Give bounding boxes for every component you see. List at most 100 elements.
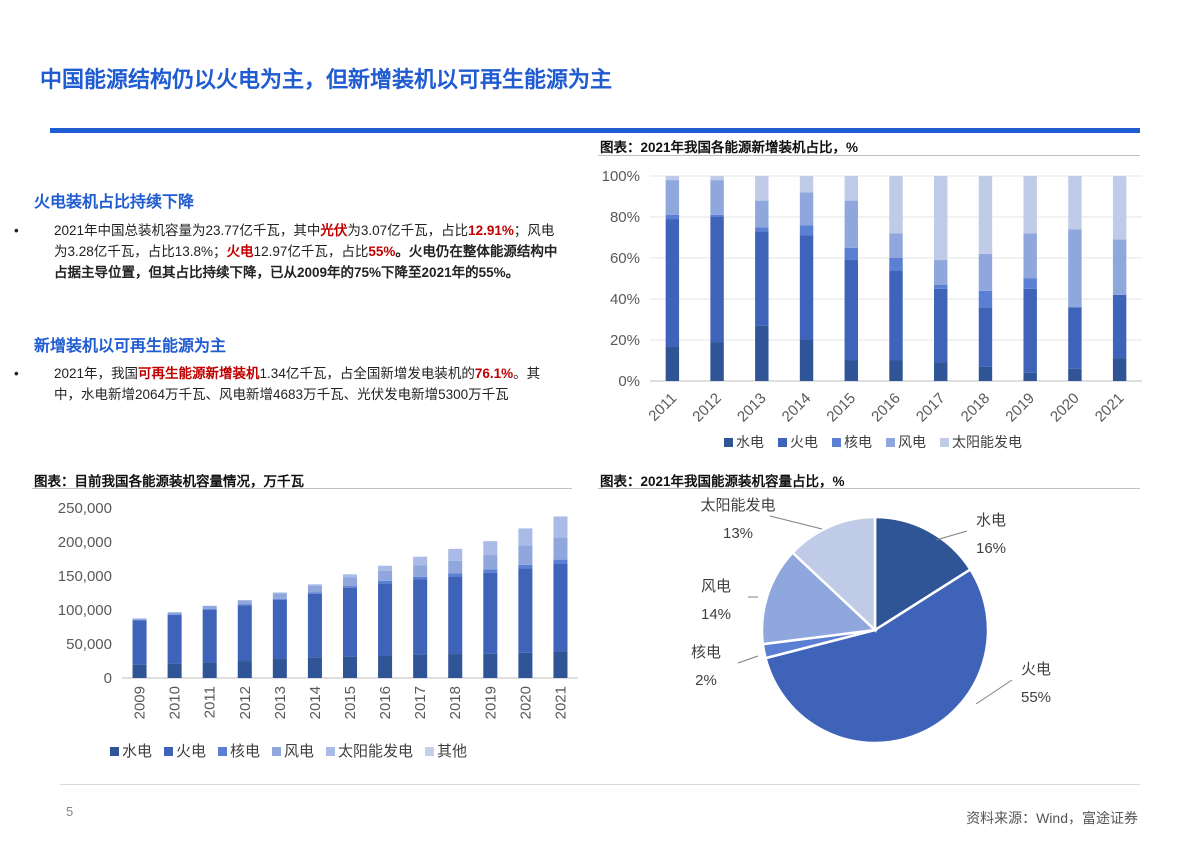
slice-value-label: 55%: [1021, 689, 1051, 706]
bar-segment: [710, 214, 724, 217]
bar-segment: [448, 573, 463, 577]
bar-segment: [844, 260, 858, 361]
x-tick-label: 2021: [552, 686, 569, 719]
bar-segment: [710, 176, 724, 181]
bar-segment: [553, 516, 568, 538]
x-tick-label: 2019: [1002, 390, 1038, 426]
bar-segment: [132, 619, 147, 621]
bar-segment: [1068, 307, 1082, 369]
legend-label: 水电: [122, 743, 152, 760]
bar-segment: [342, 577, 358, 587]
bar-segment: [167, 615, 182, 664]
bar-segment: [413, 579, 428, 655]
bar-segment: [1112, 176, 1127, 240]
bar-segment: [665, 346, 680, 381]
bar-segment: [483, 569, 498, 573]
title-divider: [50, 128, 1140, 133]
bar-segment: [483, 572, 498, 654]
slice-value-label: 13%: [723, 525, 753, 542]
slice-name-label: 水电: [976, 512, 1006, 529]
bar-segment: [553, 651, 568, 678]
bar-segment: [272, 599, 287, 659]
bar-segment: [307, 584, 322, 586]
slice-value-label: 14%: [701, 606, 731, 623]
bar-segment: [665, 219, 680, 347]
bar-segment: [342, 586, 358, 588]
highlight-solar-share: 12.91%: [468, 223, 514, 238]
bar-segment: [413, 556, 428, 566]
bar-segment: [448, 654, 463, 678]
bar-segment: [889, 233, 903, 258]
bar-segment: [483, 541, 498, 556]
chart-installed-capacity: 0 50,000 100,000 150,000 200,000 250,000 2009 2…: [58, 500, 578, 760]
legend-swatch: [940, 438, 949, 447]
chart-caption-new-capacity-share: 图表：2021年我国各能源新增装机占比，%: [600, 140, 859, 155]
legend-swatch: [272, 747, 281, 756]
bar-segment: [202, 609, 217, 610]
bar-segment: [1112, 294, 1127, 359]
y-tick-label: 100,000: [58, 602, 112, 619]
slice-name-label: 太阳能发电: [700, 497, 775, 514]
bar-segment: [934, 288, 948, 363]
x-tick-label: 2018: [447, 686, 464, 719]
bar-segment: [978, 366, 993, 381]
y-tick-label: 250,000: [58, 500, 112, 517]
bar-segment: [307, 593, 322, 658]
bar-segment: [710, 217, 724, 343]
highlight-thermal: 火电: [226, 244, 254, 259]
x-tick-label: 2013: [272, 686, 289, 719]
bar-segment: [889, 176, 903, 234]
bar-segment: [799, 176, 814, 193]
bar-segment: [378, 583, 393, 656]
bar-segment: [889, 360, 903, 381]
x-tick-label: 2012: [237, 686, 254, 719]
bar-segment: [553, 537, 568, 560]
highlight-thermal-share: 55%: [368, 244, 396, 259]
bullet-marker: •: [14, 223, 19, 238]
pie-slice: [760, 550, 878, 646]
bar-segment: [518, 564, 533, 569]
y-tick-label: 40%: [610, 291, 640, 308]
bar-segment: [518, 568, 533, 653]
bar-segment: [934, 176, 948, 261]
bar-segment: [844, 360, 858, 381]
bar-segment: [934, 284, 948, 289]
x-tick-label: 2016: [868, 390, 904, 426]
legend-swatch: [724, 438, 733, 447]
bar-segment: [483, 555, 498, 570]
bar-segment: [665, 176, 680, 181]
caption-divider: [598, 155, 1140, 156]
bar-segment: [978, 253, 993, 291]
bar-segment: [202, 609, 217, 663]
bar-segment: [307, 592, 322, 594]
text-run: 2021年，我国: [54, 366, 139, 381]
bar-segment: [167, 614, 182, 616]
text-run: 12.97亿千瓦，占比: [253, 244, 369, 259]
bar-segment: [202, 662, 217, 678]
legend-swatch: [425, 747, 434, 756]
bullet-marker: •: [14, 366, 19, 381]
bar-segment: [755, 227, 769, 232]
bar-segment: [978, 176, 993, 254]
legend-swatch: [164, 747, 173, 756]
bar-segment: [799, 235, 814, 340]
bar-segment: [307, 657, 322, 678]
bar-segment: [844, 176, 858, 201]
chart-caption-capacity: 图表：目前我国各能源装机容量情况，万千瓦: [34, 474, 304, 489]
bar-segment: [413, 576, 428, 580]
x-tick-label: 2020: [517, 686, 534, 719]
bar-segment: [413, 654, 428, 678]
bar-segment: [202, 605, 217, 610]
bar-segment: [132, 664, 147, 678]
x-tick-label: 2009: [132, 686, 149, 719]
bar-segment: [132, 618, 147, 620]
slice-value-label: 16%: [976, 540, 1006, 557]
x-tick-label: 2021: [1092, 390, 1128, 426]
pie-slice: [790, 515, 877, 633]
pie-slice: [764, 567, 990, 745]
bar-segment: [889, 270, 903, 361]
bar-segment: [167, 663, 182, 678]
bar-segment: [167, 612, 182, 615]
y-tick-label: 100%: [602, 168, 640, 185]
bar-segment: [518, 545, 533, 565]
